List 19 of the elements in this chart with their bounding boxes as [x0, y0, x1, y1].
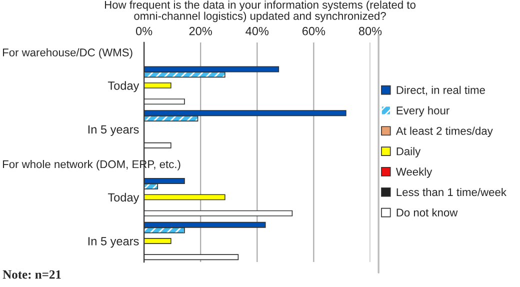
- text: For warehouse/DC (WMS): [2, 48, 132, 59]
- x-tick-label: 20%: [189, 26, 212, 36]
- x-tick-label: 60%: [302, 26, 326, 36]
- legend-label: Do not know: [396, 208, 458, 217]
- x-tick-label: 40%: [246, 26, 269, 36]
- legend-label: At least 2 times/day: [396, 126, 493, 138]
- x-tick-label: 80%: [358, 26, 382, 36]
- text: Note: n=21: [2, 270, 61, 279]
- legend-label: Weekly: [396, 168, 432, 178]
- y-tick-label: Today: [108, 81, 140, 92]
- legend-label: Less than 1 time/week: [396, 188, 506, 196]
- y-tick-label: In 5 years: [88, 237, 139, 248]
- y-tick-label: Today: [108, 192, 140, 204]
- legend-label: Direct, in real time: [396, 86, 485, 96]
- chart-title: How frequent is the data in your information systems (related to omni-channel logistics) updated and synchronized?: [104, 0, 416, 22]
- x-tick-label: 0%: [136, 26, 152, 36]
- legend-label: Every hour: [396, 106, 450, 117]
- y-tick-label: In 5 years: [88, 125, 139, 136]
- legend-label: Daily: [396, 147, 421, 158]
